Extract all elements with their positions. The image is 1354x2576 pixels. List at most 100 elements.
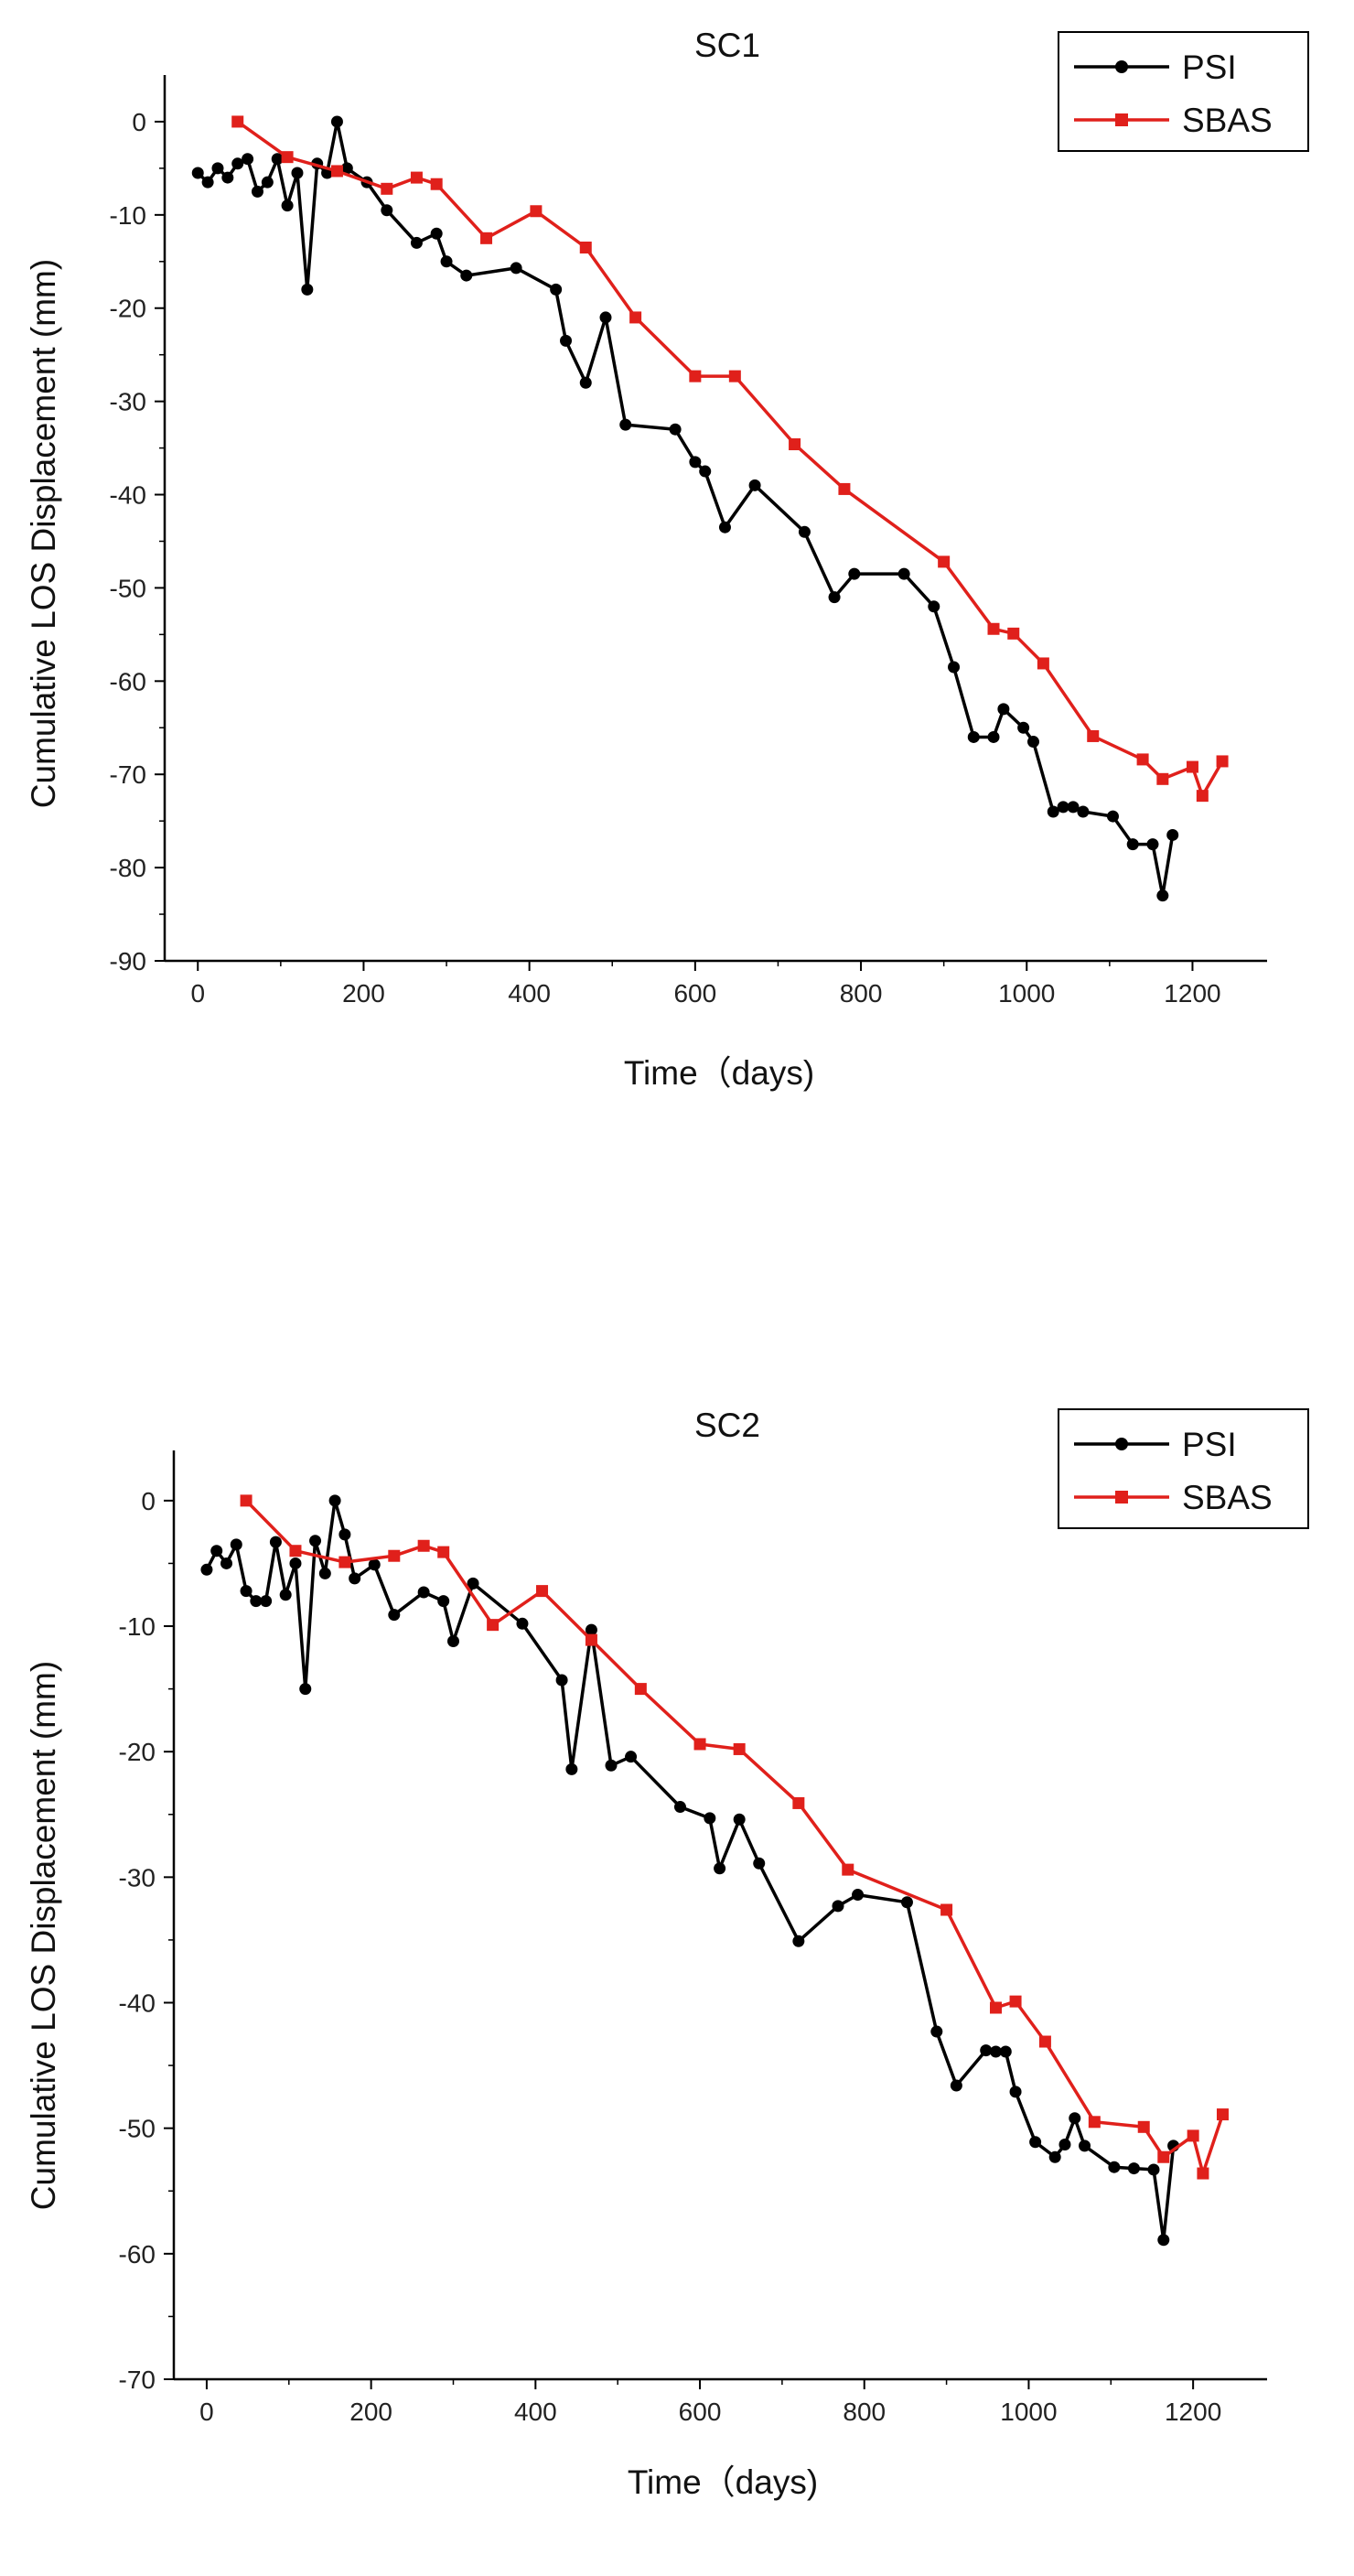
psi-data-point [261,176,274,189]
psi-data-point [999,2045,1012,2058]
psi-data-point [349,1572,361,1585]
psi-data-point [930,2025,943,2038]
legend-psi-label: PSI [1182,49,1237,86]
psi-data-point [848,567,861,580]
legend-sbas-label: SBAS [1182,102,1273,139]
psi-data-point [1079,2139,1091,2152]
psi-data-point [309,1535,322,1547]
legend-psi-marker [1115,1438,1128,1450]
x-tick-label: 0 [199,2398,214,2426]
psi-data-point [510,262,522,275]
psi-data-point [1126,838,1139,851]
psi-data-point [928,600,940,613]
sbas-data-point [629,311,642,324]
psi-data-point [714,1862,726,1875]
y-tick-label: 0 [141,1487,156,1515]
sbas-data-point [289,1545,302,1557]
y-tick-label: -60 [110,667,146,695]
psi-data-point [281,199,294,212]
legend: PSI SBAS [1058,1408,1309,1529]
x-tick-label: 200 [342,979,385,1008]
psi-data-point [555,1674,568,1687]
psi-data-point [967,730,980,743]
sbas-data-point [536,1585,549,1598]
psi-data-point [446,1634,459,1647]
psi-data-point [718,521,731,534]
sbas-data-point [1187,2129,1199,2142]
x-tick-label: 200 [349,2398,392,2426]
sbas-data-point [410,171,423,184]
legend: PSI SBAS [1058,31,1309,152]
x-tick-label: 400 [514,2398,557,2426]
psi-data-point [467,1577,479,1590]
psi-data-point [753,1857,766,1870]
psi-data-point [1027,736,1040,749]
y-tick-label: -80 [110,854,146,882]
psi-data-point [585,1623,597,1636]
psi-data-point [828,591,841,604]
sbas-data-point [838,482,851,495]
legend-psi-marker [1115,60,1128,73]
psi-data-point [1156,889,1169,902]
psi-data-point [1057,801,1069,814]
y-tick-label: -30 [119,1863,156,1892]
psi-data-point [299,1683,312,1696]
psi-data-point [948,661,961,674]
x-tick-label: 600 [679,2398,722,2426]
chart-title: SC2 [694,1407,760,1444]
psi-data-point [699,465,712,478]
psi-data-point [251,185,263,198]
sbas-data-point [1216,2108,1229,2121]
sbas-data-point [231,115,244,128]
sbas-data-point [1186,760,1198,773]
sbas-data-point [1197,2167,1209,2180]
sbas-data-point [842,1863,854,1876]
psi-data-point [1029,2136,1042,2149]
sbas-data-point [1196,790,1209,803]
y-tick-label: 0 [132,108,146,136]
psi-data-point [430,227,443,240]
psi-data-point [381,204,393,217]
psi-data-point [516,1617,529,1630]
psi-data-point [599,311,612,324]
psi-data-point [798,525,811,538]
x-tick-label: 800 [843,2398,886,2426]
psi-data-point [388,1609,401,1622]
y-tick-label: -20 [110,295,146,323]
psi-data-point [269,1536,282,1548]
x-axis-title: Time（days) [624,1054,814,1092]
psi-data-point [1069,2112,1081,2125]
chart-title: SC1 [694,27,760,64]
legend-sbas-label: SBAS [1182,1479,1273,1516]
psi-data-point [792,1935,805,1947]
sbas-data-point [1157,2150,1170,2163]
psi-data-point [625,1751,638,1763]
sbas-data-point [330,165,343,178]
sbas-data-point [1088,2116,1101,2129]
y-tick-label: -60 [119,2240,156,2269]
y-tick-label: -40 [119,1989,156,2018]
psi-data-point [1147,2163,1160,2176]
psi-data-point [242,153,254,166]
sbas-data-point [989,2001,1002,2014]
psi-data-point [330,115,343,128]
y-tick-label: -10 [119,1612,156,1641]
sbas-data-point [240,1494,253,1507]
psi-data-point [410,236,423,249]
psi-data-point [987,730,1000,743]
x-tick-label: 0 [190,979,205,1008]
x-tick-label: 400 [508,979,551,1008]
psi-data-point [689,456,702,469]
x-tick-label: 1000 [1000,2398,1057,2426]
x-tick-label: 1200 [1164,979,1220,1008]
sbas-data-point [938,555,951,568]
psi-data-point [1108,2161,1121,2173]
sbas-data-point [281,151,294,164]
sbas-data-point [1136,753,1149,766]
psi-data-point [560,334,573,347]
sbas-data-point [585,1633,597,1646]
psi-data-point [289,1557,302,1569]
sbas-data-point [437,1546,450,1558]
